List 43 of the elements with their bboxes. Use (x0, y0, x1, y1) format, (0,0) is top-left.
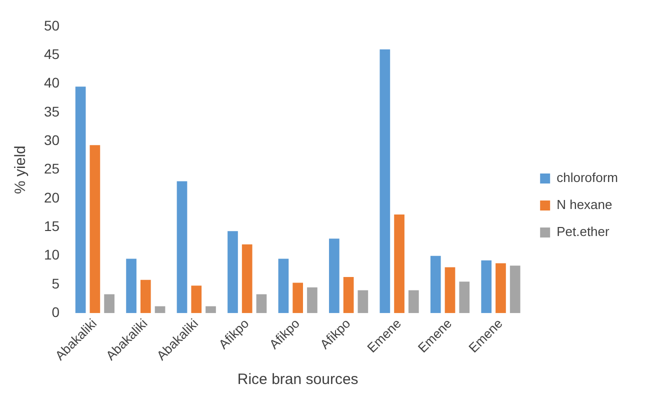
bar (242, 244, 252, 314)
bar (430, 256, 441, 314)
y-tick-label: 45 (44, 46, 60, 62)
bar (140, 280, 151, 314)
bar (104, 294, 114, 314)
bar (176, 181, 188, 314)
bar (191, 286, 202, 314)
y-tick-label: 5 (52, 275, 60, 292)
bar (444, 267, 456, 314)
y-tick-label: 30 (44, 132, 60, 148)
y-tick-label: 0 (52, 304, 60, 320)
y-tick-label: 50 (44, 17, 60, 34)
bar (496, 263, 506, 314)
bar (343, 277, 354, 314)
y-tick-label: 15 (44, 218, 60, 234)
bar (358, 290, 368, 314)
legend-label: Pet.ether (556, 224, 610, 240)
y-axis-title: % yield (12, 146, 30, 194)
x-axis-title: Rice bran sources (237, 371, 358, 388)
legend-label: chloroform (556, 170, 618, 186)
bar (380, 49, 390, 314)
bar (90, 145, 100, 314)
bar (510, 266, 520, 314)
bar (307, 287, 318, 314)
bar (481, 260, 492, 314)
y-tick-label: 20 (44, 189, 60, 206)
legend-label: N hexane (556, 197, 612, 212)
bar (206, 306, 216, 314)
bar (394, 214, 404, 314)
bar (75, 86, 86, 314)
bar (329, 238, 340, 314)
bar (228, 231, 238, 314)
bar (126, 258, 136, 314)
bar (256, 294, 267, 314)
y-tick-label: 40 (44, 74, 60, 91)
bar (459, 282, 470, 314)
y-tick-label: 25 (44, 160, 60, 177)
y-tick-label: 10 (44, 246, 60, 263)
bar (154, 306, 166, 314)
bar (278, 258, 289, 314)
bar (292, 282, 304, 314)
y-tick-label: 35 (44, 103, 60, 120)
bar (408, 290, 419, 314)
